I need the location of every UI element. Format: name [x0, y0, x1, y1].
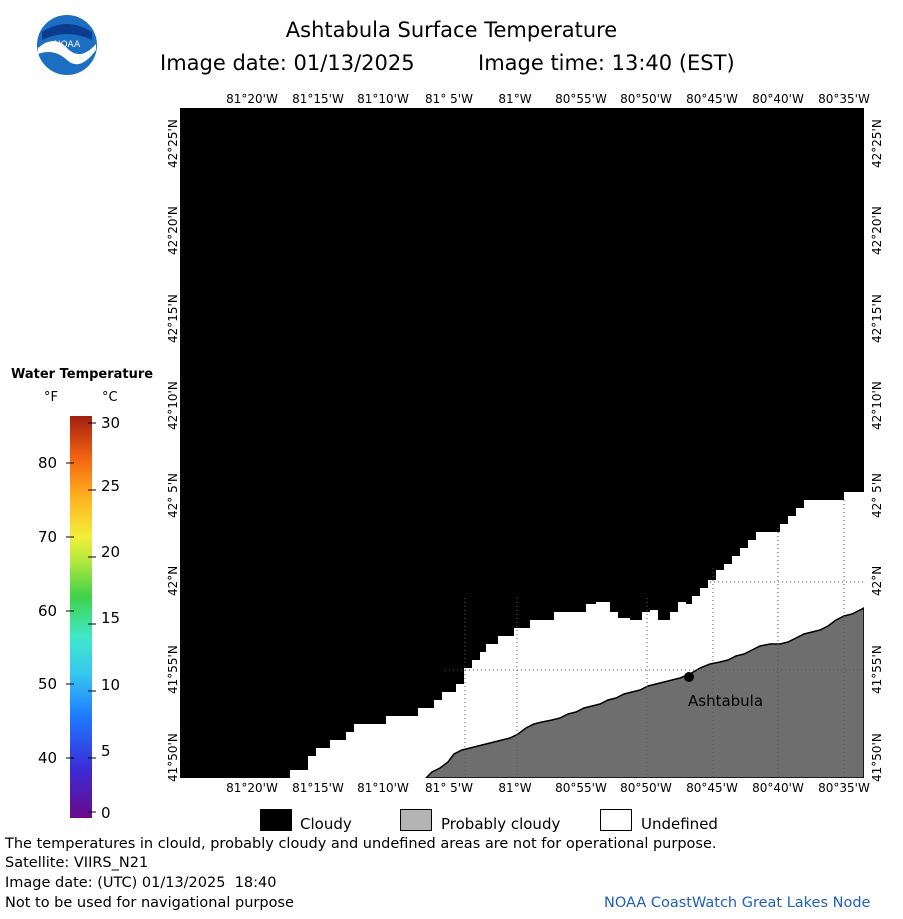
lat-label: 42°20'N — [166, 206, 180, 255]
lon-label: 81° 5'W — [425, 781, 473, 795]
legend-tick-f: 70 — [38, 528, 58, 546]
satellite-info: Satellite: VIIRS_N21 — [5, 855, 149, 871]
legend-tick-f: 40 — [38, 749, 58, 767]
legend-tick-c: 25 — [101, 477, 121, 495]
legend-tick-f: 60 — [38, 602, 58, 620]
cloudy-label: Cloudy — [300, 815, 352, 833]
navigation-note: Not to be used for navigational purpose — [5, 895, 294, 911]
probably-cloudy-region — [424, 607, 864, 778]
place-label: Ashtabula — [688, 692, 764, 710]
svg-text:NOAA: NOAA — [54, 40, 81, 50]
lat-label: 42°N — [166, 565, 180, 596]
lon-label: 80°45'W — [686, 92, 738, 106]
legend-tick-c: 20 — [101, 543, 121, 561]
lon-label: 81°15'W — [292, 781, 344, 795]
lat-label: 42°25'N — [166, 119, 180, 168]
lat-label: 42°25'N — [870, 119, 884, 168]
legend-tick-c: 10 — [101, 676, 121, 694]
lat-label: 42° 5'N — [870, 473, 884, 518]
lon-label: 80°55'W — [555, 92, 607, 106]
lon-label: 80°40'W — [752, 781, 804, 795]
legend-tick-f: 50 — [38, 675, 58, 693]
lon-label: 81°20'W — [226, 781, 278, 795]
lon-label: 81°W — [498, 781, 532, 795]
map-area — [180, 108, 864, 778]
lat-label: 41°55'N — [870, 645, 884, 694]
lat-label: 42°15'N — [870, 294, 884, 343]
lat-label: 42°15'N — [166, 294, 180, 343]
page-title: Ashtabula Surface Temperature — [285, 18, 618, 42]
lon-label: 80°35'W — [818, 781, 870, 795]
probably-cloudy-label: Probably cloudy — [441, 815, 561, 833]
legend-title: Water Temperature — [11, 367, 154, 382]
lat-label: 41°50'N — [870, 733, 884, 782]
lon-label: 81°15'W — [292, 92, 344, 106]
lat-label: 42°10'N — [870, 381, 884, 430]
lon-label: 80°40'W — [752, 92, 804, 106]
lon-label: 80°55'W — [555, 781, 607, 795]
lon-label: 81°10'W — [357, 781, 409, 795]
lon-label: 81° 5'W — [425, 92, 473, 106]
lat-label: 42°N — [870, 565, 884, 596]
color-scale-bar — [66, 416, 96, 818]
legend-tick-c: 5 — [101, 742, 111, 760]
lon-label: 80°35'W — [818, 92, 870, 106]
lat-label: 42° 5'N — [166, 473, 180, 518]
lat-label: 41°55'N — [166, 645, 180, 694]
lon-label: 81°10'W — [357, 92, 409, 106]
legend-tick-c: 0 — [101, 804, 111, 822]
lat-label: 42°20'N — [870, 206, 884, 255]
legend-unit-f: °F — [44, 390, 58, 405]
lon-label: 80°45'W — [686, 781, 738, 795]
cloudy-swatch — [260, 809, 292, 831]
lon-label: 80°50'W — [620, 781, 672, 795]
image-date: Image date: 01/13/2025 — [160, 51, 415, 75]
legend-tick-c: 15 — [101, 609, 121, 627]
legend-tick-f: 80 — [38, 454, 58, 472]
lon-label: 81°W — [498, 92, 532, 106]
lat-label: 41°50'N — [166, 733, 180, 782]
undefined-label: Undefined — [641, 815, 718, 833]
legend-tick-c: 30 — [101, 414, 121, 432]
image-time: Image time: 13:40 (EST) — [478, 51, 735, 75]
lon-label: 81°20'W — [226, 92, 278, 106]
probably-cloudy-swatch — [400, 809, 432, 831]
lat-label: 42°10'N — [166, 381, 180, 430]
undefined-swatch — [600, 809, 632, 831]
footer-note: The temperatures in clould, probably clo… — [5, 836, 717, 852]
lon-label: 80°50'W — [620, 92, 672, 106]
legend-unit-c: °C — [102, 390, 118, 405]
coastwatch-node-link[interactable]: NOAA CoastWatch Great Lakes Node — [604, 895, 871, 911]
graticule — [445, 500, 864, 778]
ashtabula-marker — [684, 672, 694, 682]
noaa-logo: NOAA — [37, 15, 97, 75]
utc-date: Image date: (UTC) 01/13/2025 18:40 — [5, 875, 277, 891]
